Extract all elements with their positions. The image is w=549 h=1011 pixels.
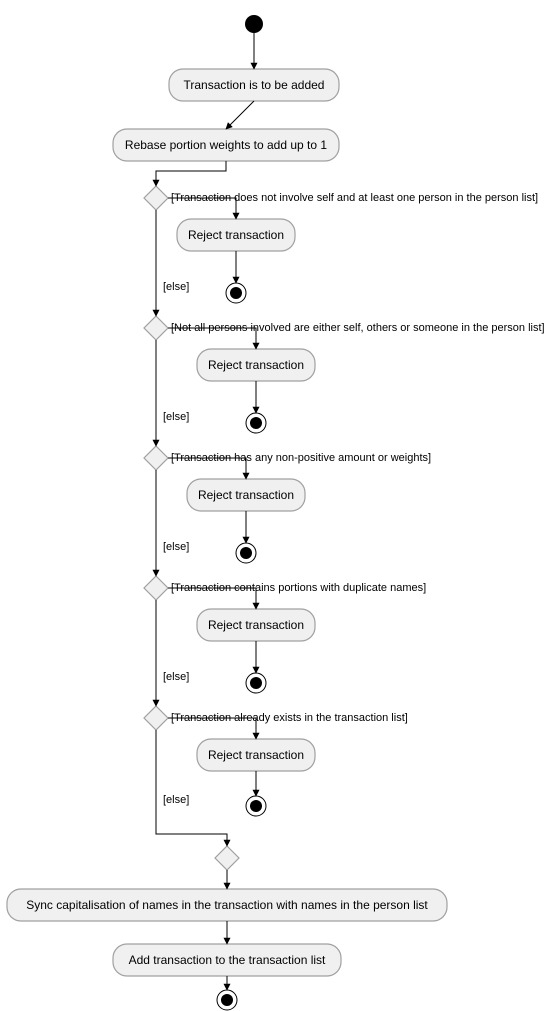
svg-text:Sync capitalisation of names i: Sync capitalisation of names in the tran… <box>26 898 428 912</box>
activity-reject2: Reject transaction <box>197 349 315 381</box>
decision-d4 <box>144 576 168 600</box>
decision-d3 <box>144 446 168 470</box>
activity-reject4: Reject transaction <box>197 609 315 641</box>
svg-text:Reject transaction: Reject transaction <box>208 358 304 372</box>
svg-text:Reject transaction: Reject transaction <box>198 488 294 502</box>
final-f5 <box>246 796 266 816</box>
activity-reject5: Reject transaction <box>197 739 315 771</box>
svg-text:Transaction is to be added: Transaction is to be added <box>184 78 325 92</box>
decision-d1 <box>144 186 168 210</box>
final-f3 <box>236 543 256 563</box>
decision-d5 <box>144 706 168 730</box>
guard-else5: [else] <box>163 794 189 806</box>
decision-d2 <box>144 316 168 340</box>
guard-else2: [else] <box>163 411 189 423</box>
activity-diagram-canvas: Transaction is to be added Rebase portio… <box>0 0 549 1011</box>
activity-reject3: Reject transaction <box>187 479 305 511</box>
guard-else4: [else] <box>163 671 189 683</box>
initial-node <box>245 15 263 33</box>
svg-text:Reject transaction: Reject transaction <box>188 228 284 242</box>
svg-text:Reject transaction: Reject transaction <box>208 748 304 762</box>
guard-else3: [else] <box>163 541 189 553</box>
activity-a2: Rebase portion weights to add up to 1 <box>113 129 339 161</box>
activity-add: Add transaction to the transaction list <box>113 944 341 976</box>
final-f1 <box>226 283 246 303</box>
guard-else1: [else] <box>163 281 189 293</box>
activity-sync: Sync capitalisation of names in the tran… <box>7 889 447 921</box>
svg-text:Add transaction to the transac: Add transaction to the transaction list <box>129 953 326 967</box>
final-f4 <box>246 673 266 693</box>
final-end <box>217 990 237 1010</box>
activity-reject1: Reject transaction <box>177 219 295 251</box>
svg-text:Rebase portion weights to add: Rebase portion weights to add up to 1 <box>125 138 327 152</box>
final-f2 <box>246 413 266 433</box>
activity-a1: Transaction is to be added <box>169 69 339 101</box>
merge-node <box>215 846 239 870</box>
svg-text:Reject transaction: Reject transaction <box>208 618 304 632</box>
